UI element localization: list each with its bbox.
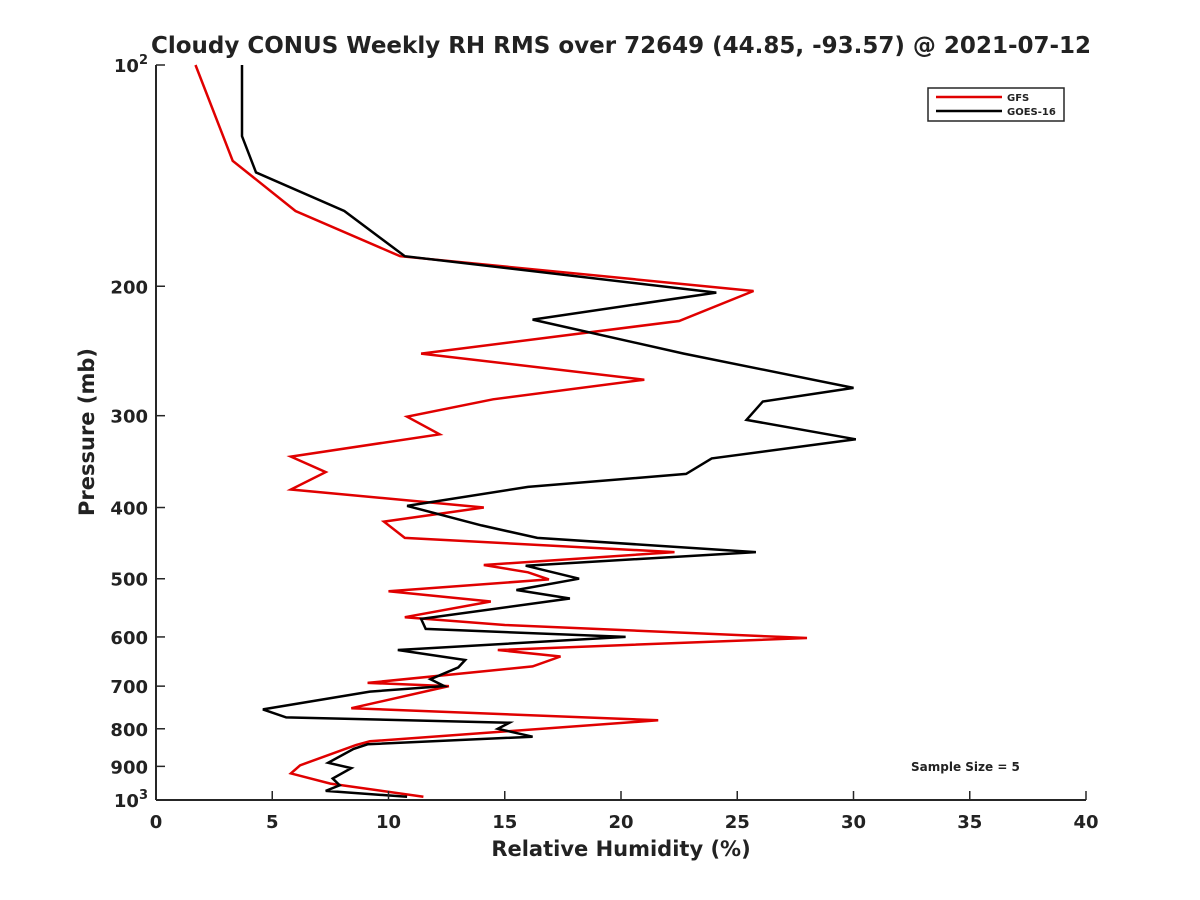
x-tick-label: 40	[1073, 812, 1098, 833]
chart-title: Cloudy CONUS Weekly RH RMS over 72649 (4…	[151, 33, 1091, 59]
legend-label-goes-16: GOES-16	[1007, 107, 1056, 118]
y-tick-label: 102	[114, 53, 148, 77]
y-tick-label: 200	[110, 277, 148, 298]
legend: GFS GOES-16	[927, 87, 1065, 122]
y-tick-label: 700	[110, 677, 148, 698]
sample-size-annotation: Sample Size = 5	[911, 760, 1020, 774]
y-tick-label: 300	[110, 407, 148, 428]
y-tick-label: 800	[110, 720, 148, 741]
x-tick-label: 20	[608, 812, 633, 833]
y-tick-label: 400	[110, 499, 148, 520]
series-line-gfs	[194, 64, 808, 799]
y-tick-label: 500	[110, 570, 148, 591]
x-axis-label: Relative Humidity (%)	[491, 837, 750, 861]
x-tick-label: 10	[376, 812, 401, 833]
legend-label-gfs: GFS	[1007, 93, 1029, 104]
y-tick-label: 600	[110, 628, 148, 649]
series-line-goes-16	[240, 65, 857, 799]
x-axis-ticks: 0 5 10 15 20 25 30 35 40	[150, 791, 1099, 833]
x-tick-label: 35	[957, 812, 982, 833]
x-tick-label: 30	[841, 812, 866, 833]
x-tick-label: 15	[492, 812, 517, 833]
y-axis-label: Pressure (mb)	[75, 348, 99, 516]
x-tick-label: 0	[150, 812, 163, 833]
x-tick-label: 25	[725, 812, 750, 833]
y-tick-label: 900	[110, 757, 148, 778]
x-tick-label: 5	[266, 812, 279, 833]
legend-box	[927, 87, 1065, 122]
plot-area	[194, 64, 857, 799]
